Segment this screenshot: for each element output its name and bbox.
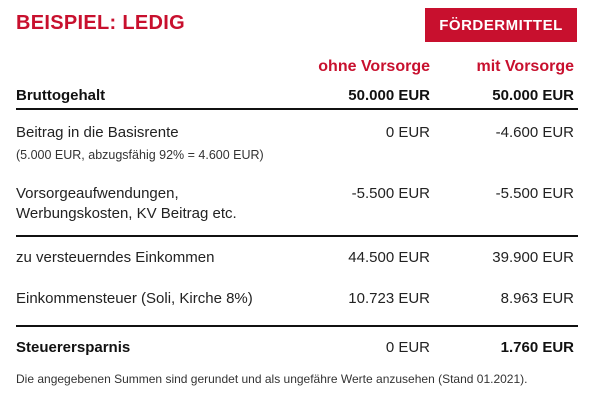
value-basisrente-ohne: 0 EUR <box>385 124 430 141</box>
row-label-basisrente: Beitrag in die Basisrente <box>16 124 179 141</box>
row-label-einkommen: zu versteuerndes Einkommen <box>16 249 215 266</box>
value-vorsorge-ohne: -5.500 EUR <box>351 185 430 202</box>
column-header-ohne-vorsorge: ohne Vorsorge <box>318 58 430 75</box>
value-basisrente-mit: -4.600 EUR <box>495 124 574 141</box>
footnote: Die angegebenen Summen sind gerundet und… <box>16 372 528 386</box>
row-label-einkommensteuer: Einkommensteuer (Soli, Kirche 8%) <box>16 290 253 307</box>
value-brutto-ohne: 50.000 EUR <box>348 87 430 104</box>
value-einkommen-mit: 39.900 EUR <box>492 249 574 266</box>
foerdermittel-button[interactable]: FÖRDERMITTEL <box>425 8 577 42</box>
divider <box>16 108 578 110</box>
row-label-bruttogehalt: Bruttogehalt <box>16 87 106 104</box>
value-einkommen-ohne: 44.500 EUR <box>348 249 430 266</box>
row-label-vorsorge-line1: Vorsorgeaufwendungen, <box>16 185 179 202</box>
page-title: BEISPIEL: LEDIG <box>16 12 185 34</box>
row-sublabel-basisrente: (5.000 EUR, abzugsfähig 92% = 4.600 EUR) <box>16 148 264 162</box>
divider <box>16 235 578 237</box>
value-ersparnis-ohne: 0 EUR <box>385 339 430 356</box>
divider <box>16 325 578 327</box>
row-label-steuerersparnis: Steuerersparnis <box>16 339 131 356</box>
value-ersparnis-mit: 1.760 EUR <box>500 339 574 356</box>
column-header-mit-vorsorge: mit Vorsorge <box>476 58 575 75</box>
row-label-vorsorge-line2: Werbungskosten, KV Beitrag etc. <box>16 205 237 222</box>
value-steuer-ohne: 10.723 EUR <box>348 290 430 307</box>
value-steuer-mit: 8.963 EUR <box>500 290 574 307</box>
value-vorsorge-mit: -5.500 EUR <box>495 185 574 202</box>
value-brutto-mit: 50.000 EUR <box>492 87 574 104</box>
